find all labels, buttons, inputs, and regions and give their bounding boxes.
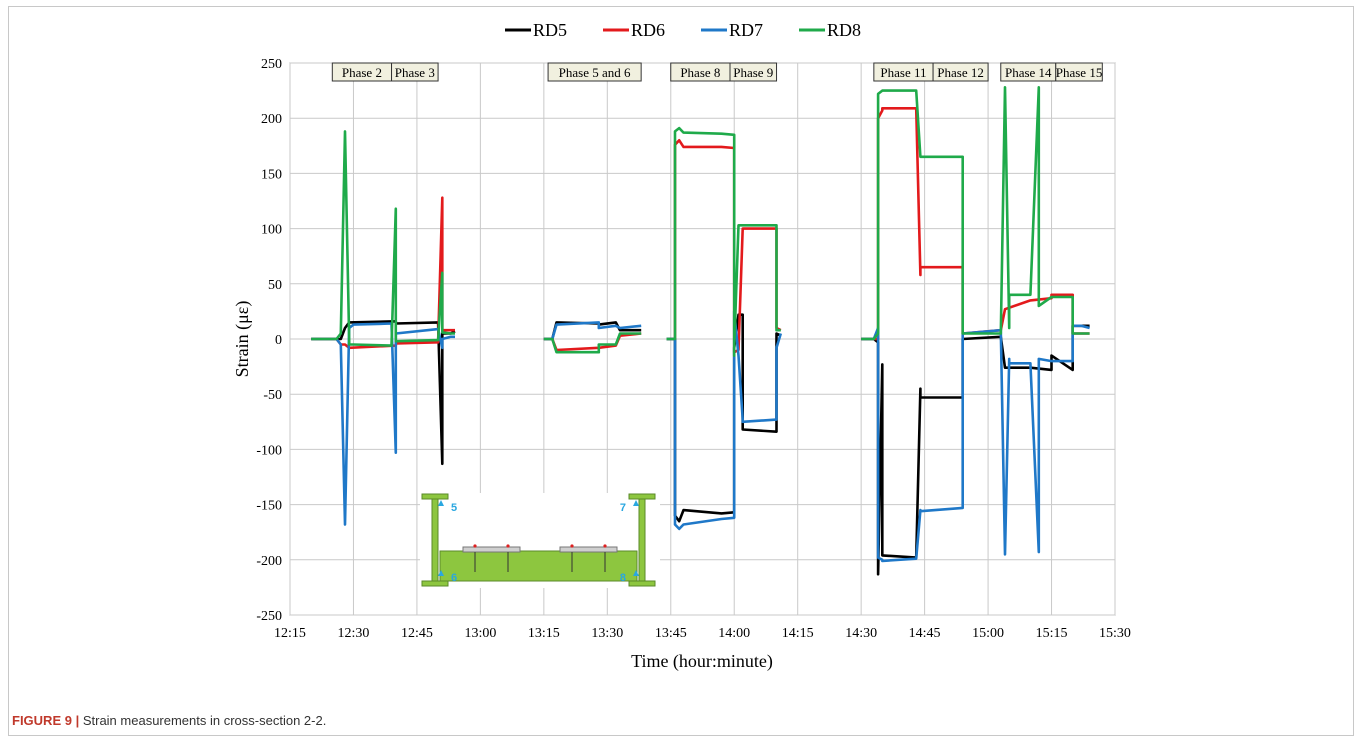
left-top-flange <box>421 493 449 500</box>
marker-dot <box>473 544 477 548</box>
strain-gauge-marker <box>633 500 639 506</box>
figure-caption: FIGURE 9 | Strain measurements in cross-… <box>12 713 326 728</box>
phase-labels: Phase 2 Phase 3 Phase 5 and 6 Phase 8 Phase … <box>331 62 1103 82</box>
left-bottom-flange <box>421 580 449 587</box>
y-tick-label: -250 <box>256 609 282 624</box>
marker-dot <box>603 544 607 548</box>
phase-label: Phase 3 <box>395 65 435 80</box>
phase-box <box>391 62 439 82</box>
x-tick-label: 13:45 <box>655 626 687 641</box>
y-tick-label: -50 <box>263 388 282 403</box>
strain-gauge-marker <box>633 570 639 576</box>
legend-label: RD6 <box>631 20 665 40</box>
phase-label: Phase 2 <box>342 65 382 80</box>
x-tick-label: 12:45 <box>401 626 433 641</box>
series-line-rd8 <box>311 86 1090 357</box>
gauge-number: 7 <box>620 502 626 514</box>
cross-section-inset: 5 7 6 8 <box>420 493 660 588</box>
marker-dot <box>570 544 574 548</box>
y-tick-label: 200 <box>261 112 282 127</box>
y-tick-label: -200 <box>256 554 282 569</box>
x-tick-label: 15:30 <box>1099 626 1131 641</box>
legend-label: RD5 <box>533 20 567 40</box>
y-tick-label: 50 <box>268 278 282 293</box>
y-tick-label: 100 <box>261 223 282 238</box>
marker-dot <box>506 544 510 548</box>
strain-gauge-marker <box>438 570 444 576</box>
y-tick-label: -150 <box>256 499 282 514</box>
gauge-number: 5 <box>451 502 457 514</box>
phase-label: Phase 8 <box>680 65 720 80</box>
gauge-number: 8 <box>620 572 626 584</box>
phase-box <box>932 62 989 82</box>
gauge-number: 6 <box>451 572 457 584</box>
x-tick-label: 14:30 <box>845 626 877 641</box>
strain-gauge-marker <box>438 500 444 506</box>
x-tick-label: 14:00 <box>718 626 750 641</box>
x-tick-label: 13:15 <box>528 626 560 641</box>
phase-box <box>729 62 778 82</box>
x-tick-label: 12:15 <box>274 626 306 641</box>
y-tick-label: 150 <box>261 167 282 182</box>
phase-label: Phase 12 <box>937 65 984 80</box>
left-web <box>431 498 439 582</box>
x-tick-label: 13:30 <box>591 626 623 641</box>
series-lines <box>311 86 1090 576</box>
bearing-plate <box>462 546 521 553</box>
y-tick-label: -100 <box>256 443 282 458</box>
deck-slab <box>439 550 638 582</box>
right-bottom-flange <box>628 580 656 587</box>
phase-label: Phase 15 <box>1056 65 1103 80</box>
y-tick-label: 250 <box>261 57 282 72</box>
y-tick-label: 0 <box>275 333 282 348</box>
phase-label: Phase 14 <box>1005 65 1052 80</box>
x-tick-label: 14:15 <box>782 626 814 641</box>
phase-label: Phase 11 <box>880 65 926 80</box>
x-tick-label: 13:00 <box>464 626 496 641</box>
x-tick-label: 15:00 <box>972 626 1004 641</box>
caption-label: FIGURE 9 | <box>12 713 80 728</box>
figure-frame <box>8 6 1354 736</box>
axes: 250 200 150 100 50 0 -50 -100 -150 -200 -250 12:15 1… <box>256 57 1131 641</box>
right-web <box>638 498 646 582</box>
legend-label: RD7 <box>729 20 763 40</box>
right-top-flange <box>628 493 656 500</box>
bearing-plate <box>559 546 618 553</box>
caption-text: Strain measurements in cross-section 2-2… <box>82 713 327 728</box>
phase-label: Phase 9 <box>733 65 773 80</box>
phase-box <box>547 62 642 82</box>
phase-label: Phase 5 and 6 <box>559 65 631 80</box>
x-axis-label: Time (hour:minute) <box>631 651 773 672</box>
legend-label: RD8 <box>827 20 861 40</box>
legend: RD5 RD6 RD7 RD8 <box>505 20 861 40</box>
x-tick-label: 14:45 <box>909 626 941 641</box>
x-tick-label: 12:30 <box>338 626 370 641</box>
x-tick-label: 15:15 <box>1036 626 1068 641</box>
phase-box <box>1055 62 1103 82</box>
y-axis-label: Strain (με) <box>232 301 253 378</box>
